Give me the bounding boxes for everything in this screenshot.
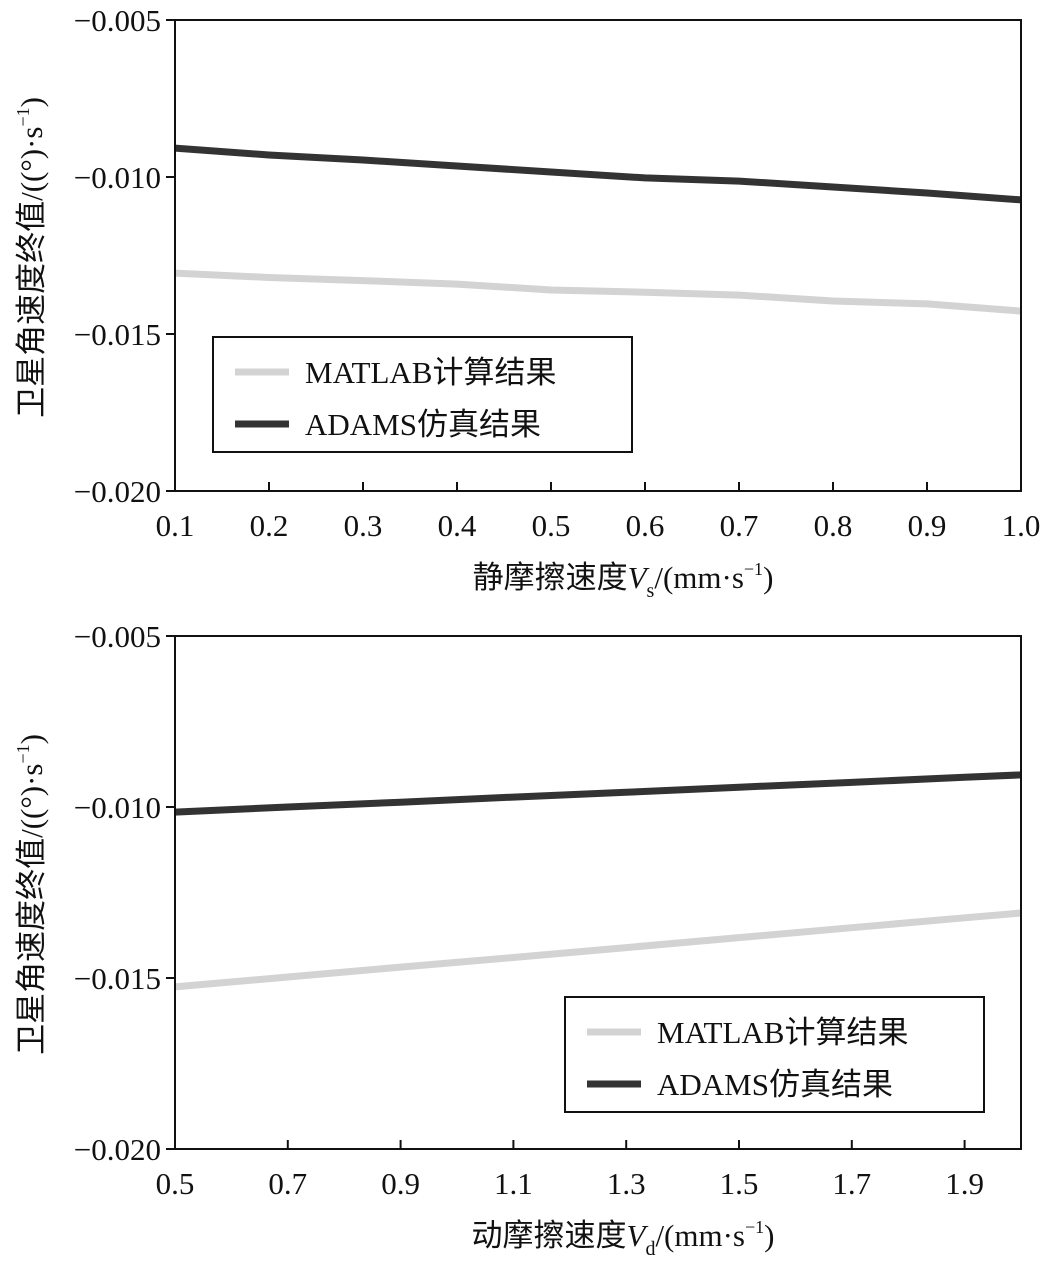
x-tick-label: 0.3 — [344, 508, 383, 543]
x-axis: 0.5 0.7 0.9 1.1 1.3 1.5 1.7 1.9 — [156, 1140, 984, 1201]
x-tick-label: 1.0 — [1002, 508, 1041, 543]
x-tick-label: 0.5 — [156, 1166, 195, 1201]
x-tick-label: 0.5 — [532, 508, 571, 543]
x-tick-label: 0.9 — [908, 508, 947, 543]
series-line-adams — [174, 144, 1022, 204]
legend-box — [564, 996, 985, 1113]
series-line-adams — [174, 771, 1022, 816]
y-axis-title: 卫星角速度终值/((°)·s−1) — [13, 734, 49, 1055]
x-axis-title: 动摩擦速度Vd/(mm·s−1) — [472, 1217, 775, 1260]
x-axis-title: 静摩擦速度Vs/(mm·s−1) — [473, 559, 774, 602]
x-tick-label: 0.2 — [250, 508, 289, 543]
y-axis-title: 卫星角速度终值/((°)·s−1) — [13, 97, 49, 418]
y-tick-label: −0.020 — [74, 1132, 161, 1167]
x-axis: 0.1 0.2 0.3 0.4 0.5 0.6 0.7 0.8 0.9 1.0 — [156, 482, 1041, 543]
legend-label-matlab: MATLAB计算结果 — [305, 355, 556, 390]
x-tick-label: 1.5 — [720, 1166, 759, 1201]
legend-label-matlab: MATLAB计算结果 — [657, 1015, 908, 1050]
series-line-matlab — [174, 909, 1022, 991]
y-tick-label: −0.010 — [74, 160, 161, 195]
legend-box — [212, 336, 633, 453]
x-tick-label: 0.7 — [268, 1166, 307, 1201]
y-tick-label: −0.015 — [74, 961, 161, 996]
plot-series — [174, 771, 1022, 991]
legend-label-adams: ADAMS仿真结果 — [305, 407, 541, 442]
y-tick-label: −0.005 — [74, 619, 161, 654]
legend: MATLAB计算结果 ADAMS仿真结果 — [564, 996, 985, 1113]
x-tick-label: 0.8 — [814, 508, 853, 543]
plot-frame — [174, 635, 1022, 1150]
x-tick-label: 0.1 — [156, 508, 195, 543]
x-tick-label: 1.3 — [607, 1166, 646, 1201]
y-tick-label: −0.010 — [74, 790, 161, 825]
x-tick-label: 1.9 — [945, 1166, 984, 1201]
chart-static-friction: −0.005 −0.010 −0.015 −0.020 0.1 0.2 0.3 0.4 0.5 0… — [0, 0, 1052, 615]
x-tick-label: 0.9 — [381, 1166, 420, 1201]
legend-label-adams: ADAMS仿真结果 — [657, 1067, 893, 1102]
y-axis: −0.005 −0.010 −0.015 −0.020 — [74, 619, 175, 1167]
x-tick-label: 0.7 — [720, 508, 759, 543]
y-axis: −0.005 −0.010 −0.015 −0.020 — [74, 3, 175, 509]
x-tick-label: 0.6 — [626, 508, 665, 543]
legend: MATLAB计算结果 ADAMS仿真结果 — [212, 336, 633, 453]
x-tick-label: 0.4 — [438, 508, 477, 543]
series-line-matlab — [174, 269, 1022, 315]
y-tick-label: −0.015 — [74, 317, 161, 352]
plot-series — [174, 144, 1022, 315]
y-tick-label: −0.005 — [74, 3, 161, 38]
chart-dynamic-friction: −0.005 −0.010 −0.015 −0.020 0.5 0.7 0.9 1.1 1.3 1… — [0, 615, 1052, 1261]
y-tick-label: −0.020 — [74, 474, 161, 509]
x-tick-label: 1.7 — [832, 1166, 871, 1201]
plot-frame — [174, 19, 1022, 492]
x-tick-label: 1.1 — [494, 1166, 533, 1201]
